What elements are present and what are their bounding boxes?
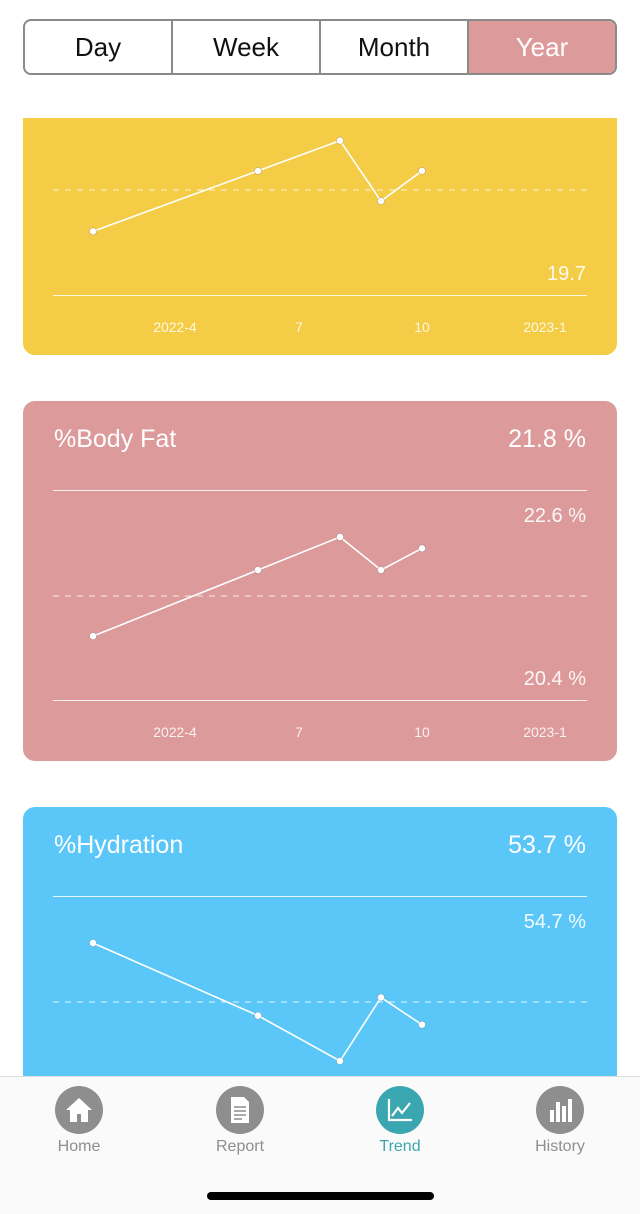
hydration-data-point[interactable]	[254, 1011, 262, 1020]
tabbar-report-label: Report	[215, 1138, 265, 1155]
tabbar-history[interactable]: History	[500, 1086, 620, 1156]
first-series-line	[92, 139, 423, 233]
tabbar-trend[interactable]: Trend	[340, 1086, 460, 1156]
bottom-tab-bar: Home Report Trend History	[0, 1076, 640, 1214]
tab-week[interactable]: Week	[173, 21, 321, 73]
metric-card-body-fat[interactable]: %Body Fat 21.8 % 22.6 % 20.4 % 2022-4 7 …	[23, 401, 617, 761]
hydration-data-point[interactable]	[377, 993, 385, 1002]
x-tick-label: 10	[414, 319, 430, 335]
first-chart	[53, 136, 587, 236]
body-fat-max-label: 22.6 %	[523, 505, 586, 527]
hydration-data-point[interactable]	[89, 939, 97, 947]
first-data-point[interactable]	[254, 167, 262, 175]
tabbar-home-label: Home	[57, 1138, 101, 1155]
trend-icon	[376, 1086, 424, 1134]
tabbar-trend-label: Trend	[379, 1138, 421, 1155]
tab-month[interactable]: Month	[321, 21, 469, 73]
body-fat-data-point[interactable]	[377, 566, 385, 574]
x-tick-label: 7	[295, 319, 303, 335]
report-icon	[216, 1086, 264, 1134]
x-tick-label: 2023-1	[523, 724, 567, 740]
x-tick-label: 7	[295, 724, 303, 740]
hydration-data-point[interactable]	[418, 1020, 426, 1029]
hydration-top-divider	[53, 896, 587, 897]
first-data-point[interactable]	[89, 227, 97, 236]
x-tick-label: 2022-4	[153, 724, 197, 740]
first-min-label: 19.7	[547, 263, 586, 285]
first-data-point[interactable]	[336, 136, 344, 145]
history-icon	[536, 1086, 584, 1134]
first-data-point[interactable]	[418, 167, 426, 175]
body-fat-title: %Body Fat	[54, 425, 177, 453]
home-indicator	[207, 1192, 434, 1200]
tabbar-history-label: History	[535, 1138, 585, 1155]
metric-card-hydration[interactable]: %Hydration 53.7 % 54.7 %	[23, 807, 617, 1107]
body-fat-current-value: 21.8 %	[508, 425, 586, 453]
metric-card-first[interactable]: 19.7 2022-4 7 10 2023-1	[23, 118, 617, 355]
body-fat-series-line	[92, 536, 423, 637]
body-fat-chart	[53, 533, 587, 640]
tab-day[interactable]: Day	[25, 21, 173, 73]
x-tick-label: 2022-4	[153, 319, 197, 335]
first-baseline	[53, 295, 587, 296]
body-fat-baseline	[53, 700, 587, 701]
hydration-current-value: 53.7 %	[508, 831, 586, 859]
tabbar-report[interactable]: Report	[180, 1086, 300, 1156]
hydration-chart	[53, 939, 587, 1065]
tab-year[interactable]: Year	[469, 21, 615, 73]
x-tick-label: 2023-1	[523, 319, 567, 335]
body-fat-data-point[interactable]	[254, 566, 262, 574]
body-fat-data-point[interactable]	[89, 632, 97, 640]
x-tick-label: 10	[414, 724, 430, 740]
body-fat-data-point[interactable]	[418, 544, 426, 553]
tabbar-home[interactable]: Home	[19, 1086, 139, 1156]
hydration-data-point[interactable]	[336, 1057, 344, 1065]
body-fat-data-point[interactable]	[336, 533, 344, 541]
first-data-point[interactable]	[377, 197, 385, 205]
body-fat-top-divider	[53, 490, 587, 491]
hydration-max-label: 54.7 %	[523, 911, 586, 933]
range-segmented-control: Day Week Month Year	[23, 19, 617, 75]
body-fat-min-label: 20.4 %	[523, 668, 586, 690]
home-icon	[55, 1086, 103, 1134]
hydration-title: %Hydration	[54, 831, 184, 859]
